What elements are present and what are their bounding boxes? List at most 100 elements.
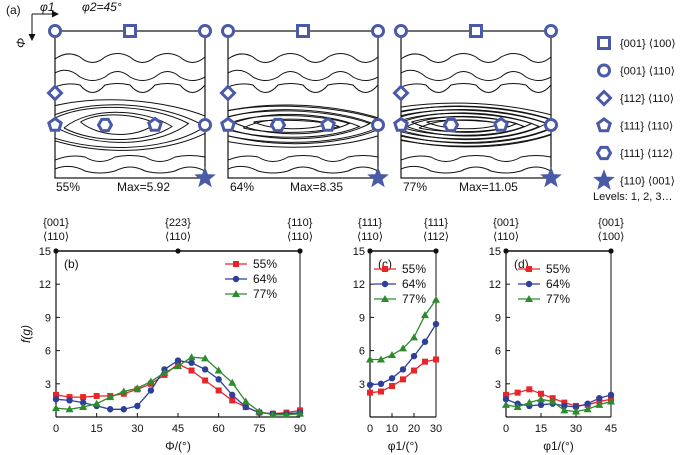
legend-swatch-marker [381, 280, 389, 288]
circle-marker [544, 118, 558, 132]
data-point [134, 402, 141, 410]
legend-item: {110} ⟨001⟩ [593, 169, 675, 190]
data-point [52, 404, 60, 412]
data-point [410, 333, 418, 341]
y-tick-label: 6 [359, 346, 365, 358]
x-tick-label: 60 [213, 423, 225, 435]
levels-note: Levels: 1, 2, 3… [593, 191, 673, 203]
data-point [514, 389, 521, 396]
phi2-label: φ2=45° [82, 0, 122, 14]
legend-swatch-marker [232, 290, 240, 297]
x-tick-label: 0 [53, 423, 59, 435]
top-orientation-direction: ⟨110⟩ [357, 231, 383, 243]
data-point [241, 397, 250, 405]
series-legend: 55%64%77% [518, 262, 570, 306]
legend-series-label: 64% [253, 272, 277, 286]
pentagon-icon [596, 117, 612, 133]
top-orientation-plane: {001} [493, 217, 519, 229]
data-point [596, 394, 603, 402]
data-point [174, 357, 182, 364]
chart-b: {001} ⟨110⟩ {223} ⟨110⟩ {110} ⟨110⟩ 3 6 9 12 15 0 15… [19, 217, 313, 453]
data-point [561, 402, 568, 410]
legend-swatch-marker [382, 266, 388, 272]
data-point [538, 390, 544, 397]
data-point [595, 400, 604, 408]
diamond-marker [46, 84, 64, 102]
x-tick-label: 20 [408, 423, 420, 435]
pentagon-marker [493, 116, 509, 132]
legend-label: {112} ⟨110⟩ [620, 93, 674, 105]
data-point [79, 399, 87, 406]
legend-swatch-marker [526, 266, 532, 272]
x-tick-label: 30 [430, 423, 442, 435]
data-point [66, 394, 73, 401]
x-tick-label: 30 [131, 423, 143, 435]
legend-item: {111} ⟨112⟩ [595, 145, 673, 161]
series-line [55, 363, 301, 415]
panel-label: (c) [378, 257, 392, 271]
data-point [255, 407, 264, 415]
top-orientation-direction: ⟨100⟩ [598, 231, 625, 243]
data-point [268, 410, 277, 418]
top-orientation-plane: {110} [288, 217, 313, 229]
diamond-marker [392, 84, 410, 102]
data-point [399, 344, 407, 352]
x-tick-label: 15 [535, 423, 547, 435]
circle-icon [597, 63, 611, 78]
top-orientation-plane: {111} [358, 217, 382, 229]
data-point [215, 376, 222, 383]
y-tick-label: 3 [495, 379, 501, 391]
top-orientation-plane: {001} [43, 217, 69, 229]
legend-series-label: 77% [546, 292, 570, 306]
data-point [560, 406, 569, 414]
y-axis-label: f(g) [19, 325, 33, 343]
top-orientation-direction: ⟨110⟩ [43, 231, 69, 243]
data-point [502, 400, 510, 408]
x-tick-label: 45 [605, 423, 617, 435]
star-marker [194, 166, 216, 188]
data-point [188, 367, 195, 374]
legend-series-label: 77% [253, 287, 277, 301]
orientation-legend: {001} ⟨100⟩ {001} ⟨110⟩ {112} ⟨110⟩ {111} ⟨… [593, 36, 676, 190]
panel-label-a: (a) [6, 3, 21, 17]
data-point [525, 398, 534, 406]
data-point [572, 403, 580, 411]
chart-c: {111} ⟨110⟩ {111} ⟨112⟩ 3 6 9 12 15 0 10 20 30 φ1/(°)… [353, 217, 449, 453]
series-line [505, 398, 612, 413]
series-legend: 55%64%77% [225, 257, 277, 301]
square-marker [469, 24, 483, 38]
data-point [80, 394, 87, 401]
pentagon-marker [47, 116, 63, 132]
data-point [229, 391, 236, 399]
phi1-axis-label: φ1 [40, 0, 55, 14]
y-tick-label: 9 [45, 312, 51, 324]
data-point [421, 311, 429, 319]
y-tick-label: 6 [45, 346, 51, 358]
top-orientation-dot [175, 248, 181, 254]
x-tick-label: 90 [294, 423, 306, 435]
legend-series-label: 77% [402, 292, 426, 306]
pentagon-marker [147, 116, 163, 132]
legend-series-label: 55% [402, 262, 426, 276]
circle-marker [198, 24, 212, 38]
series-legend: 55%64%77% [374, 262, 426, 306]
data-point [147, 387, 155, 394]
hexagon-marker [96, 117, 114, 133]
data-point [120, 406, 127, 413]
data-point [561, 399, 568, 406]
map1-max: Max=5.92 [117, 180, 170, 194]
top-orientation-direction: ⟨110⟩ [287, 231, 313, 243]
square-marker [296, 24, 310, 38]
top-orientation-direction: ⟨110⟩ [493, 231, 519, 243]
hexagon-icon [595, 145, 613, 161]
circle-marker [48, 24, 62, 38]
x-axis-label: φ1/(°) [388, 439, 419, 453]
data-point [66, 397, 73, 404]
top-orientation-plane: {223} [165, 217, 191, 229]
data-point [400, 376, 406, 383]
star-icon [593, 169, 615, 190]
y-tick-label: 6 [495, 346, 501, 358]
data-point [537, 395, 545, 403]
line-charts: {001} ⟨110⟩ {223} ⟨110⟩ {110} ⟨110⟩ 3 6 9 12 15 0 15… [19, 217, 624, 453]
